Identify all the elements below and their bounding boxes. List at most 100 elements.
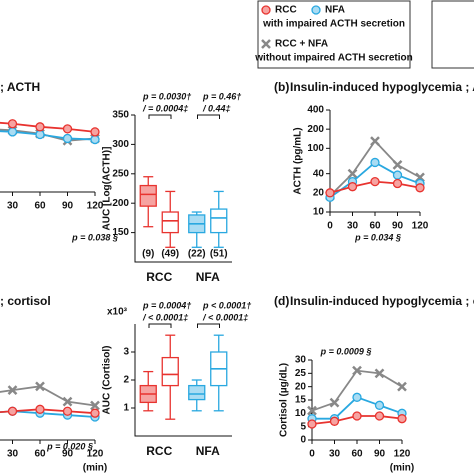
y-tick-label: 5: [300, 421, 306, 432]
p-value: p = 0.0004†: [142, 300, 191, 310]
axes: [0, 191, 95, 193]
box-body: [188, 384, 206, 401]
y-tick-label: 2: [123, 375, 129, 386]
p-value: p = 0.034 §: [354, 232, 402, 242]
legend-label: RCC + NFA: [275, 39, 328, 50]
group-count: (22): [188, 249, 206, 260]
box-body: [139, 184, 157, 207]
x-tick-label: NFA: [196, 270, 220, 284]
box-body: [210, 208, 228, 234]
p-value: / 0.44‡: [202, 103, 231, 113]
y-axis-label: Cortisol (µg/dL): [279, 363, 290, 437]
x-axis-label: (min): [390, 463, 414, 474]
legend-marker: [261, 39, 271, 49]
legend-box-cropped: [431, 0, 474, 69]
panel-title: Insulin-induced hypoglycemia ; A: [290, 80, 474, 94]
data-point: [35, 129, 45, 140]
legend-note: without impaired ACTH secretion: [254, 53, 412, 64]
data-point: [307, 405, 317, 416]
y-tick-label: 3: [123, 347, 129, 358]
data-point: [62, 396, 73, 407]
x-tick-label: 90: [374, 449, 386, 460]
x-tick-label: 30: [347, 221, 359, 232]
y-multiplier: x10³: [107, 307, 128, 318]
p-value: p = 0.0030†: [142, 91, 191, 101]
data-point: [90, 127, 100, 137]
panel-title: ; cortisol: [0, 294, 51, 308]
x-tick-label: 90: [62, 201, 74, 212]
p-value: / = 0.0004‡: [142, 103, 188, 113]
data-point: [392, 159, 403, 170]
data-point: [397, 414, 407, 424]
x-tick-label: 120: [87, 201, 104, 212]
legend-note: with impaired ACTH secretion: [262, 19, 405, 30]
data-point: [7, 385, 18, 396]
bracket: [148, 114, 172, 119]
y-tick-label: 10: [313, 207, 325, 218]
data-point: [374, 411, 385, 421]
data-point: [347, 168, 358, 179]
panel-title: Insulin-induced hypoglycemia ; c: [290, 294, 474, 308]
legend-marker: [311, 5, 321, 15]
x-tick-label: 120: [394, 449, 411, 460]
data-point: [35, 381, 45, 392]
y-tick-label: 25: [295, 368, 307, 379]
x-tick-label: 60: [351, 449, 363, 460]
x-tick-label: 60: [34, 449, 46, 460]
y-tick-label: 400: [307, 105, 324, 116]
panel-label: (d): [274, 294, 289, 308]
y-tick-label: 100: [307, 143, 324, 154]
y-tick-label: 250: [112, 168, 129, 179]
group-count: (9): [142, 249, 154, 260]
data-point: [347, 182, 358, 192]
data-point: [392, 178, 403, 189]
y-tick-label: 300: [112, 139, 129, 150]
y-axis-label: ACTH (pg/mL): [293, 127, 304, 194]
y-tick-label: 30: [295, 355, 307, 366]
x-tick-label: 120: [412, 221, 429, 232]
bracket: [197, 323, 220, 328]
data-point: [329, 416, 340, 426]
bracket: [197, 114, 220, 119]
legend-label: RCC: [275, 5, 297, 16]
data-point: [7, 127, 18, 137]
panel-title: ; ACTH: [0, 80, 40, 94]
p-value: p = 0.0009 §: [320, 346, 373, 356]
y-tick-label: 40: [313, 168, 325, 179]
data-point: [62, 133, 73, 144]
data-point: [62, 406, 73, 416]
x-tick-label: 60: [369, 221, 381, 232]
data-point: [392, 170, 403, 180]
y-axis-label: AUC (Cortisol): [102, 346, 113, 415]
legend-label: NFA: [325, 5, 345, 16]
data-point: [35, 122, 45, 132]
y-axis-label: AUC [Log(ACTH)]: [102, 147, 113, 231]
data-point: [352, 411, 362, 421]
x-tick-label: 60: [34, 201, 46, 212]
group-count: (49): [161, 249, 179, 260]
y-tick-label: 200: [307, 124, 324, 135]
x-tick-label: 0: [327, 221, 333, 232]
data-point: [397, 381, 407, 392]
x-tick-label: NFA: [196, 444, 220, 458]
bracket: [148, 323, 172, 328]
x-tick-label: RCC: [146, 444, 172, 458]
box-body: [161, 211, 179, 234]
p-value: p = 0.020 §: [46, 441, 94, 451]
y-tick-label: 200: [112, 198, 129, 209]
data-point: [7, 119, 18, 129]
data-point: [325, 188, 335, 198]
legend-marker: [261, 5, 271, 15]
box-body: [161, 356, 179, 387]
group-count: (51): [210, 249, 228, 260]
y-tick-label: 0: [300, 435, 306, 446]
p-value: p < 0.0001†: [202, 300, 251, 310]
p-value: / < 0.0001‡: [142, 312, 188, 322]
data-point: [90, 400, 100, 411]
axes: [134, 324, 232, 437]
x-tick-label: 120: [87, 449, 104, 460]
p-value: / < 0.0001‡: [202, 312, 248, 322]
x-tick-label: RCC: [146, 270, 172, 284]
p-value: p = 0.46†: [202, 91, 241, 101]
